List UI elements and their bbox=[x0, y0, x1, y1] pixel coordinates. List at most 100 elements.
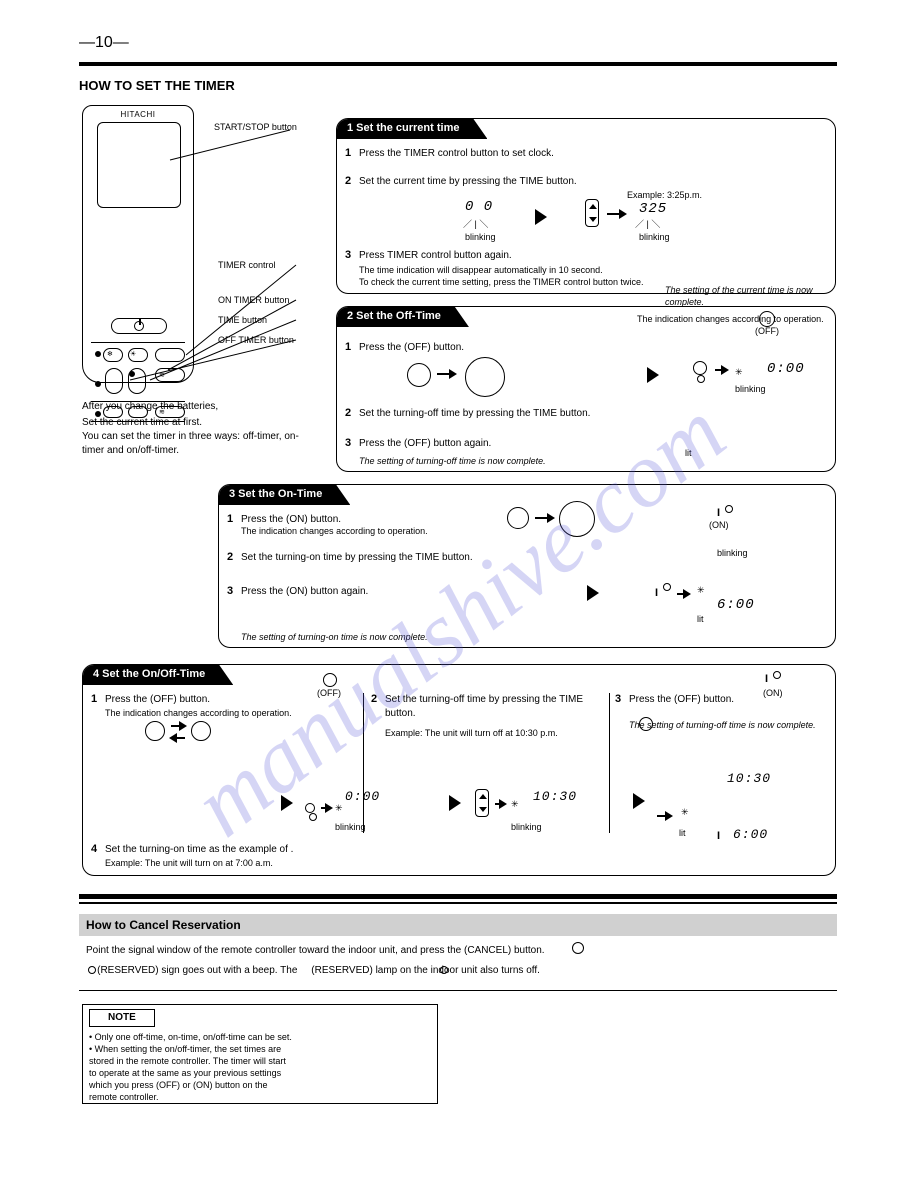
label-timer-ctrl: TIMER control bbox=[218, 260, 276, 270]
step3-n3: 3 bbox=[227, 585, 233, 597]
clock-icon bbox=[697, 375, 705, 383]
step2-blinklabel: blinking bbox=[735, 383, 766, 395]
step2-t1: Press the (OFF) button. bbox=[359, 341, 659, 355]
step4-t1b: The indication changes according to oper… bbox=[105, 707, 292, 719]
step1-header: 1 Set the current time bbox=[337, 119, 487, 139]
clock-icon bbox=[725, 505, 733, 513]
rays-icon: ✳ bbox=[335, 803, 343, 814]
arrow-small bbox=[677, 593, 689, 595]
step1-t2: Set the current time by pressing the TIM… bbox=[359, 175, 619, 189]
step3-header: 3 Set the On-Time bbox=[219, 485, 350, 505]
step1-blink2: ／ | ＼ bbox=[635, 217, 660, 230]
step4-offlabel: (OFF) bbox=[317, 687, 341, 699]
circle-large-icon bbox=[465, 357, 505, 397]
cancel-underline bbox=[79, 990, 837, 991]
arrow-icon bbox=[437, 373, 455, 375]
sep2 bbox=[609, 693, 610, 833]
off-icon bbox=[323, 673, 337, 687]
step1-blink1: ／ | ＼ bbox=[463, 217, 488, 230]
arrow-icon bbox=[321, 807, 331, 809]
step2-t2: Set the turning-off time by pressing the… bbox=[359, 407, 619, 421]
rays-icon: ✳ bbox=[681, 807, 689, 818]
cancel-body: Point the signal window of the remote co… bbox=[86, 944, 836, 958]
step3-onlabel: (ON) bbox=[709, 519, 729, 531]
step2-n2: 2 bbox=[345, 407, 351, 419]
sep1 bbox=[363, 693, 364, 833]
step3-t3: Press the (ON) button again. bbox=[241, 585, 501, 599]
step1-ex: Example: 3:25p.m. bbox=[627, 189, 702, 201]
cancel-title: How to Cancel Reservation bbox=[86, 918, 241, 932]
clock-icon bbox=[663, 583, 671, 591]
step4-t3: Press the (OFF) button. bbox=[629, 693, 819, 707]
step4-n3: 3 bbox=[615, 693, 621, 705]
step1-t3: Press TIMER control button again. bbox=[359, 249, 619, 263]
label-start-stop: START/STOP button bbox=[214, 122, 297, 132]
cancel-circle-icon bbox=[572, 942, 584, 954]
step2-t3: Press the (OFF) button again. bbox=[359, 437, 619, 451]
step1-d1: 0 0 bbox=[465, 199, 493, 215]
cancel-line2: (RESERVED) sign goes out with a beep. Th… bbox=[86, 964, 836, 978]
note-l5: which you press (OFF) or (ON) button on … bbox=[89, 1079, 431, 1091]
label-time: TIME button bbox=[218, 315, 267, 325]
step4-d2: 10:30 bbox=[533, 789, 577, 804]
step2-n3: 3 bbox=[345, 437, 351, 449]
step1-complete: The setting of the current time is now c… bbox=[665, 284, 835, 308]
intro-2: You can set the timer in three ways: off… bbox=[82, 430, 312, 457]
step3-blink: blinking bbox=[717, 547, 748, 559]
step3-indication: The indication changes according to oper… bbox=[241, 525, 428, 537]
clock-icon bbox=[88, 966, 96, 974]
on-bracket-icon: I bbox=[717, 507, 720, 519]
step4-t2: Set the turning-off time by pressing the… bbox=[385, 693, 585, 720]
arrow-icon bbox=[535, 517, 553, 519]
step2-indication: The indication changes according to oper… bbox=[637, 313, 824, 325]
step4-n4: 4 bbox=[91, 843, 97, 855]
on-icon: I bbox=[765, 673, 768, 685]
arrow-icon bbox=[281, 795, 293, 811]
step3-n2: 2 bbox=[227, 551, 233, 563]
note-l6: remote controller. bbox=[89, 1091, 431, 1103]
arrow-icon bbox=[535, 209, 547, 225]
step4-n1: 1 bbox=[91, 693, 97, 705]
arrow-icon bbox=[633, 793, 645, 809]
step4-d3: 10:30 bbox=[727, 771, 771, 786]
arrow-icon bbox=[587, 585, 599, 601]
circle-big-icon bbox=[559, 501, 595, 537]
step3-panel: 3 Set the On-Time 1 Press the (ON) butto… bbox=[218, 484, 836, 648]
step4-ex2: Example: The unit will turn on at 7:00 a… bbox=[105, 857, 273, 869]
on-bracket2-icon: I bbox=[655, 587, 658, 599]
step4-blink2: blinking bbox=[511, 821, 542, 833]
time-button-icon bbox=[475, 789, 489, 817]
step4-lit: lit bbox=[679, 827, 686, 839]
step2-litlabel: lit bbox=[685, 447, 692, 459]
label-off-timer: OFF TIMER button bbox=[218, 335, 294, 345]
step4-ex1: Example: The unit will turn off at 10:30… bbox=[385, 727, 558, 739]
intro-1: After you change the batteries, bbox=[82, 400, 312, 414]
arrow-icon bbox=[657, 815, 671, 817]
circle-small-icon bbox=[407, 363, 431, 387]
note-l1: • Only one off-time, on-time, on/off-tim… bbox=[89, 1031, 431, 1043]
step2-offlabel: (OFF) bbox=[755, 325, 779, 337]
arrow-icon bbox=[449, 795, 461, 811]
note-label: NOTE bbox=[89, 1009, 155, 1027]
arrow-left-icon bbox=[171, 737, 185, 739]
step1-blinklabel2: blinking bbox=[639, 231, 670, 243]
time-button-icon bbox=[585, 199, 599, 227]
arrow-icon bbox=[647, 367, 659, 383]
step3-n1: 1 bbox=[227, 513, 233, 525]
step4-blink: blinking bbox=[335, 821, 366, 833]
step1-note1: The time indication will disappear autom… bbox=[359, 264, 829, 276]
circle-icon bbox=[191, 721, 211, 741]
step1-blinklabel: blinking bbox=[465, 231, 496, 243]
step4-d4: 6:00 bbox=[733, 827, 768, 842]
step3-lit: lit bbox=[697, 613, 704, 625]
step3-complete: The setting of turning-on time is now co… bbox=[241, 631, 428, 643]
step2-panel: 2 Set the Off-Time The indication change… bbox=[336, 306, 836, 472]
step3-rays: ✳ bbox=[697, 585, 705, 596]
step3-t2: Set the turning-on time by pressing the … bbox=[241, 551, 501, 565]
step1-d2: 325 bbox=[639, 201, 667, 217]
on-icon: I bbox=[717, 830, 720, 842]
circle-icon bbox=[145, 721, 165, 741]
step3-d2: 6:00 bbox=[717, 597, 755, 613]
mid-rule-2 bbox=[79, 902, 837, 904]
arrow-icon bbox=[607, 213, 625, 215]
